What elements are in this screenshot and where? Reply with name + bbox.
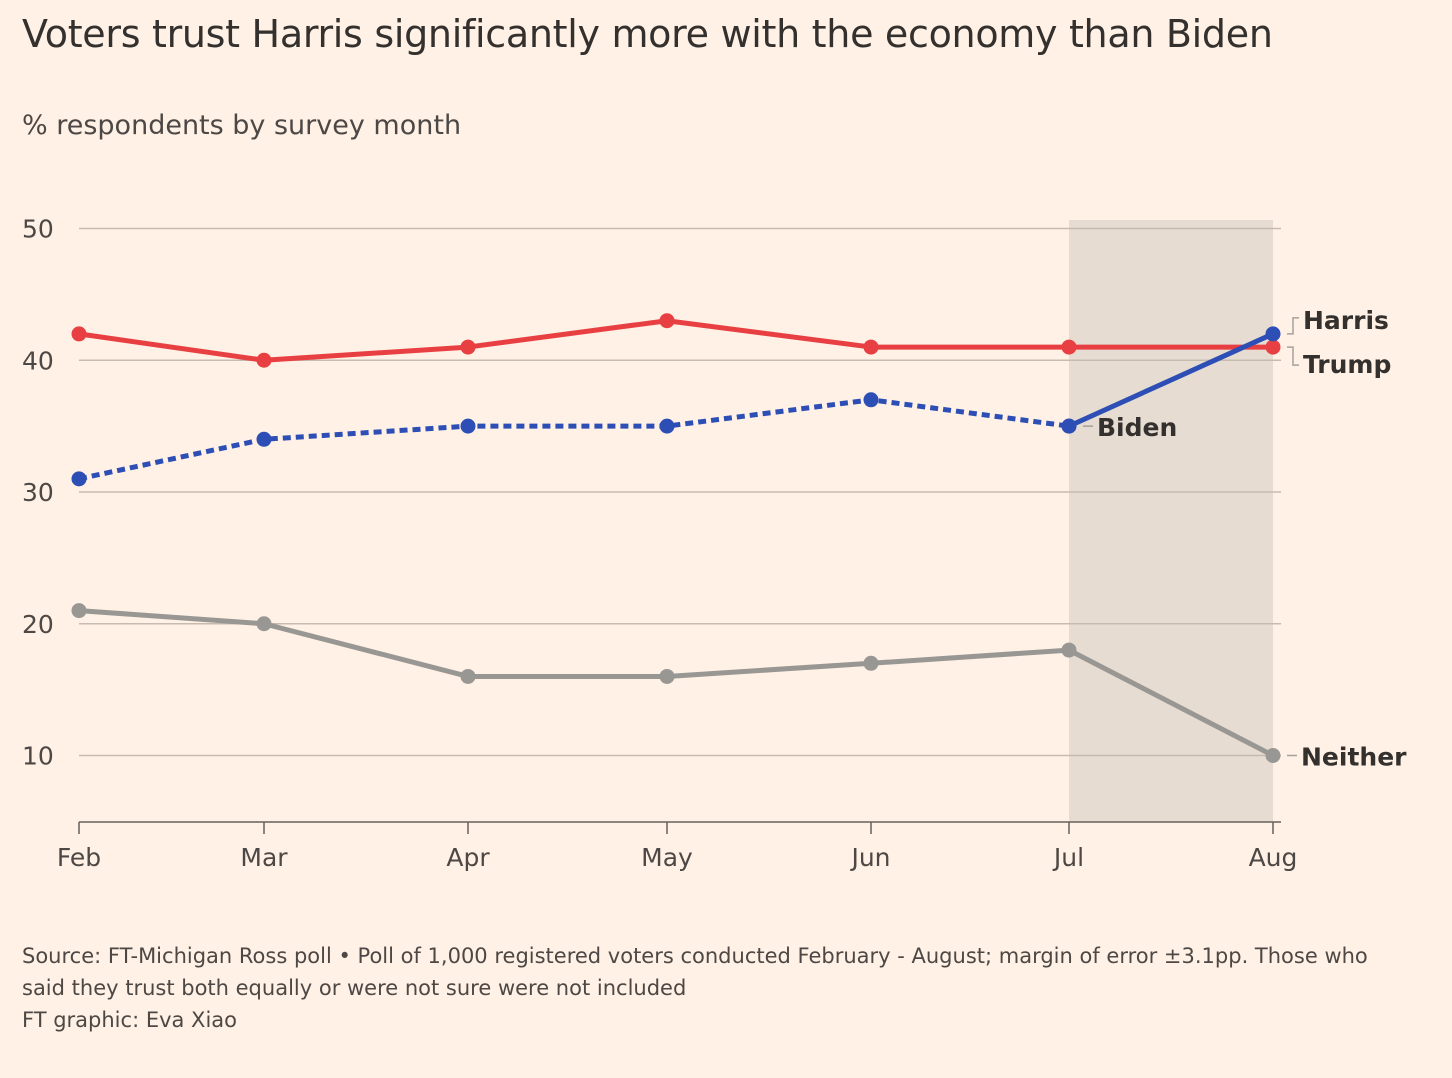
chart-title: Voters trust Harris significantly more w… <box>22 12 1273 56</box>
footer-note: said they trust both equally or were not… <box>22 976 687 1000</box>
x-tick-label: May <box>641 843 693 872</box>
y-tick-label: 20 <box>22 610 54 639</box>
x-tick-label: Apr <box>446 843 490 872</box>
y-tick-label: 50 <box>22 215 54 244</box>
y-tick-label: 40 <box>22 346 54 375</box>
highlight-band <box>1069 220 1273 822</box>
x-tick-label: Aug <box>1249 843 1298 872</box>
series-label-neither: Neither <box>1301 743 1407 772</box>
data-point-trump <box>659 313 675 329</box>
data-point-neither <box>256 616 272 632</box>
x-tick-label: Feb <box>57 843 101 872</box>
data-point-biden <box>256 431 272 447</box>
data-point-neither <box>71 603 87 619</box>
series-line-biden <box>78 397 1070 482</box>
data-point-trump <box>460 339 476 355</box>
footer-credit: FT graphic: Eva Xiao <box>22 1008 237 1032</box>
data-point-biden <box>71 471 87 487</box>
data-point-trump <box>1061 339 1077 355</box>
data-point-harris <box>1061 418 1077 434</box>
data-point-neither <box>1265 748 1281 763</box>
x-tick-label: Jun <box>849 843 890 872</box>
y-tick-label: 30 <box>22 478 54 507</box>
x-tick-label: Jul <box>1052 843 1084 872</box>
x-tick-label: Mar <box>240 843 288 872</box>
data-point-biden <box>460 418 476 434</box>
data-point-biden <box>863 392 879 408</box>
data-point-biden <box>659 418 675 434</box>
footer-source: Source: FT-Michigan Ross poll • Poll of … <box>22 944 1368 968</box>
data-point-neither <box>863 655 879 671</box>
data-point-trump <box>256 352 272 368</box>
series-label-trump: Trump <box>1303 350 1391 379</box>
y-tick-label: 10 <box>22 742 54 771</box>
chart-subtitle: % respondents by survey month <box>22 110 462 141</box>
series-label-harris: Harris <box>1303 306 1389 335</box>
data-point-neither <box>460 668 476 684</box>
data-point-neither <box>1061 642 1077 658</box>
data-point-neither <box>659 668 675 684</box>
data-point-trump <box>1265 339 1281 355</box>
data-point-harris <box>1265 326 1281 342</box>
chart-footer: Source: FT-Michigan Ross poll • Poll of … <box>22 940 1422 1036</box>
data-point-trump <box>71 326 87 342</box>
label-leader-trump <box>1287 346 1299 366</box>
series-label-biden: Biden <box>1097 413 1177 442</box>
data-point-trump <box>863 339 879 355</box>
label-leader-harris <box>1287 317 1299 335</box>
series-line-harris <box>1067 331 1275 429</box>
